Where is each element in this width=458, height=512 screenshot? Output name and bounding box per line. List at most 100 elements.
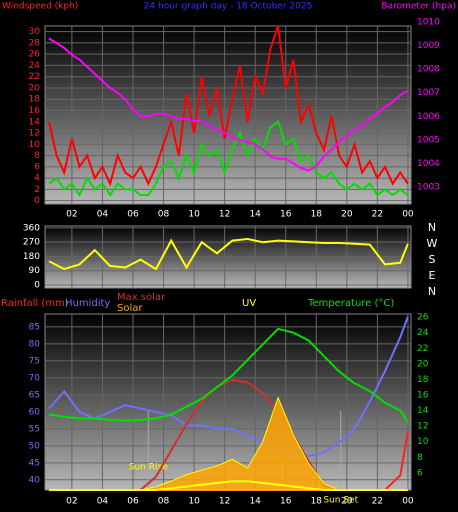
compass-label: E [429,269,436,282]
y2-tick-label: 1006 [417,112,440,122]
y2-tick-label: 1005 [417,135,440,145]
x-tick-label: 22 [372,210,383,220]
x-tick-label: 20 [341,497,353,507]
y-tick-label: 55 [29,424,40,434]
y2-tick-label: 1009 [417,41,440,51]
x-tick-label: 12 [219,210,230,220]
x-tick-label: 14 [249,497,261,507]
compass-label: S [429,253,436,266]
direction-plot-area [44,225,412,289]
y-tick-label: 360 [23,223,40,233]
y-tick-label: 2 [34,185,40,195]
y-tick-label: 90 [29,266,41,276]
y2-tick-label: 10 [417,437,429,447]
series-line [48,327,409,423]
y-tick-label: 30 [29,27,41,37]
series-line [48,37,409,172]
legend-label: UV [242,298,256,309]
x-tick-label: 10 [188,497,200,507]
y-tick-label: 14 [29,117,41,127]
x-tick-label: 08 [158,210,170,220]
x-tick-label: 18 [311,497,323,507]
y2-axis-label: Barometer (hpa) [381,2,456,12]
x-tick-label: 00 [402,210,414,220]
x-tick-label: 04 [97,210,109,220]
y-tick-label: 0 [34,280,40,290]
x-tick-label: 20 [341,210,353,220]
y-tick-label: 22 [29,72,40,82]
y2-tick-label: 24 [417,328,429,338]
y2-tick-label: 1004 [417,159,440,169]
y-tick-label: 40 [29,475,41,485]
y-tick-label: 20 [29,83,41,93]
x-tick-label: 08 [158,497,170,507]
y-tick-label: 60 [29,407,41,417]
y2-tick-label: 1003 [417,183,440,193]
y-tick-label: 18 [29,95,41,105]
y2-tick-label: 26 [417,313,429,323]
legend-label: Temperature (°C) [307,298,394,309]
y-tick-label: 45 [29,458,40,468]
compass-label: N [428,221,436,234]
y-tick-label: 24 [29,61,41,71]
x-tick-label: 00 [402,497,414,507]
y-axis-label: Windspeed (kph) [2,2,78,12]
y2-tick-label: 14 [417,406,429,416]
y2-tick-label: 12 [417,422,428,432]
y2-tick-label: 22 [417,344,428,354]
y-tick-label: 65 [29,390,40,400]
series-line [48,25,409,187]
y-tick-label: 180 [23,252,40,262]
series-line [48,316,409,458]
x-tick-label: 18 [311,210,323,220]
compass-label: N [428,285,436,298]
x-tick-label: 02 [66,497,77,507]
wind-plot-area [44,25,412,205]
legend-label: Humidity [65,298,110,309]
compass-label: W [427,237,438,250]
y2-tick-label: 1008 [417,65,440,75]
x-tick-label: 22 [372,497,383,507]
series-line [48,120,409,198]
y2-tick-label: 18 [417,375,429,385]
x-tick-label: 06 [127,497,139,507]
x-tick-label: 14 [249,210,261,220]
y2-tick-label: 16 [417,390,429,400]
y2-tick-label: 1007 [417,88,440,98]
y-tick-label: 75 [29,356,40,366]
y-tick-label: 16 [29,106,41,116]
y-tick-label: 26 [29,50,41,60]
y2-tick-label: 1010 [417,17,440,27]
annotation: Sun Set [323,496,358,506]
annotation: Sun Rise [129,463,168,473]
y-tick-label: 80 [29,339,41,349]
y-tick-label: 12 [29,129,40,139]
legend-label: Solar [117,303,143,314]
y-tick-label: 4 [34,174,40,184]
x-tick-label: 16 [280,497,292,507]
y2-tick-label: 8 [417,453,423,463]
series-line [49,480,408,491]
series-line [48,237,409,271]
x-tick-label: 02 [66,210,77,220]
y-tick-label: 270 [23,238,40,248]
y-tick-label: 10 [29,140,41,150]
y-tick-label: 85 [29,322,40,332]
y-tick-label: 0 [34,196,40,206]
y-tick-label: 50 [29,441,41,451]
y-tick-label: 6 [34,162,40,172]
legend-label: Max solar [117,292,166,303]
x-tick-label: 16 [280,210,292,220]
y-tick-label: 8 [34,151,40,161]
y-tick-label: 70 [29,373,41,383]
x-tick-label: 12 [219,497,230,507]
legend-label: Rainfall (mm) [1,298,69,309]
y-tick-label: 28 [29,38,41,48]
y2-tick-label: 6 [417,468,423,478]
y2-tick-label: 20 [417,359,429,369]
x-tick-label: 06 [127,210,139,220]
chart-title: 24 hour graph day - 18 October 2025 [144,2,313,12]
x-tick-label: 04 [97,497,109,507]
x-tick-label: 10 [188,210,200,220]
